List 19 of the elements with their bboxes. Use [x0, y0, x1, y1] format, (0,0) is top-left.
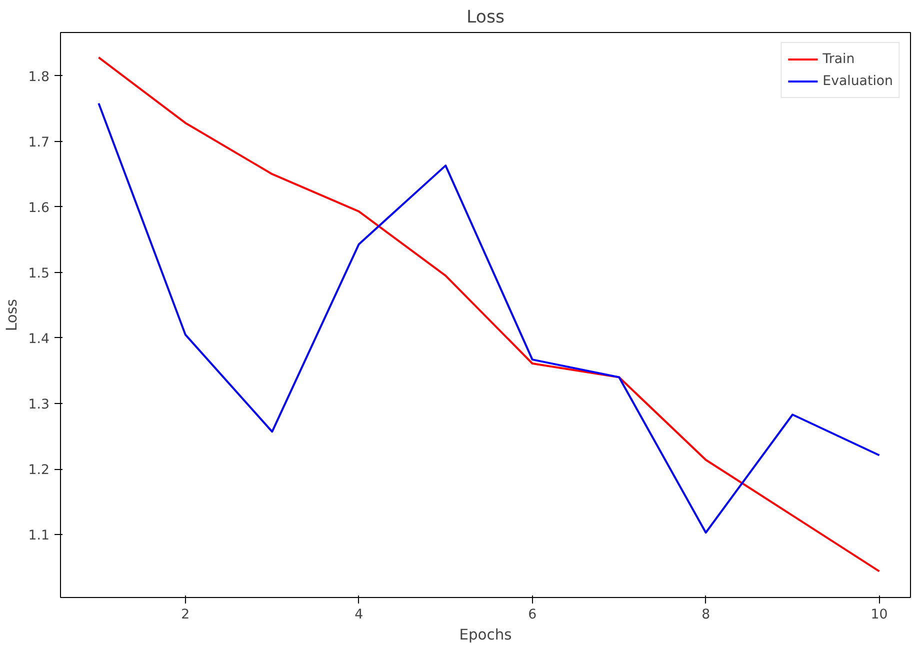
x-tick-label: 6: [528, 608, 537, 622]
y-tick-label: 1.5: [28, 266, 50, 282]
x-tick-label: 8: [702, 608, 710, 622]
y-tick-label: 1.1: [28, 528, 50, 544]
y-tick-label: 1.7: [28, 135, 50, 150]
line-series: [98, 102, 880, 534]
x-tick-label: 4: [354, 608, 364, 622]
y-tick-label: 1.4: [28, 332, 50, 347]
y-tick-label: 1.8: [28, 70, 50, 85]
chart-title: Loss: [466, 8, 505, 28]
y-tick-label: 1.2: [28, 463, 50, 478]
legend-label: Train: [822, 52, 855, 66]
y-axis-title: Loss: [3, 298, 20, 332]
y-tick-label: 1.3: [28, 397, 50, 412]
y-tick-label: 1.6: [28, 200, 50, 216]
x-axis-title: Epochs: [459, 626, 512, 644]
x-tick-label: 2: [181, 608, 190, 622]
legend-label: Evaluation: [822, 74, 893, 88]
x-tick-label: 10: [870, 608, 888, 622]
